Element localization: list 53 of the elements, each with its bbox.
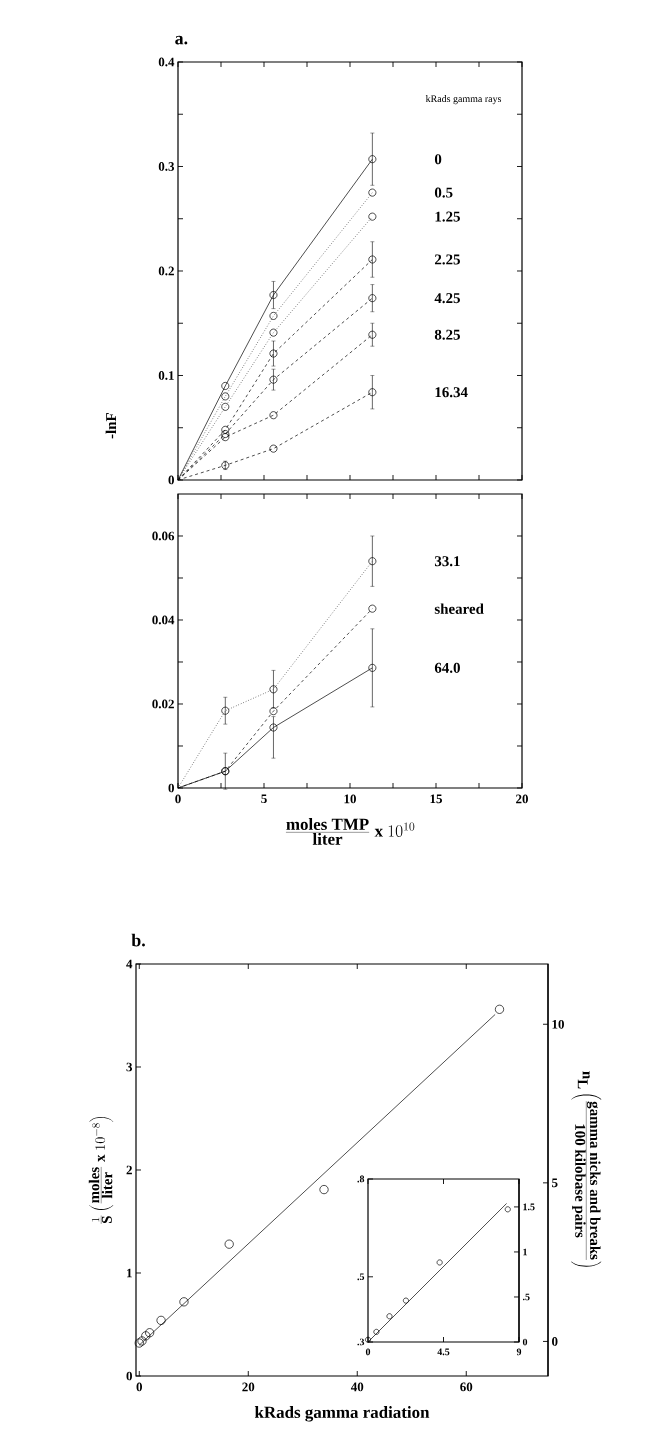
x-axis-title: $\frac{\mbox{moles TMP}}{\mbox{liter}}\ \mbox{x}\ 10^{10}$: [285, 818, 415, 845]
chart-title: b.: [131, 933, 145, 947]
y-tick-label: .5: [357, 1273, 365, 1281]
legend-title: kRads gamma rays: [425, 95, 502, 105]
y-tick-label: .3: [357, 1338, 365, 1346]
x-tick-label: 15: [430, 794, 442, 804]
y2-tick-label: 10: [552, 1019, 564, 1029]
x-tick-label: 0: [136, 1382, 143, 1392]
text: 8.25: [434, 329, 460, 340]
y2-axis-title: $\mbox{n}_{\mbox{L}}\left(\frac{\mbox{gamma nicks and breaks}}{\mbox{100 kilobase pairs}}\right)$: [571, 1071, 602, 1267]
y-axis-title: $\frac{1}{\mbox{S}}\left(\frac{\mbox{moles}}{\mbox{liter}}\ \mbox{x}\ 10^{-8}\right)$: [88, 1117, 114, 1224]
y2-tick-label: 0: [522, 1338, 528, 1346]
y2-tick-label: 5: [552, 1178, 558, 1188]
text: 0.5: [434, 187, 453, 198]
y-tick-label: 0.4: [158, 57, 175, 67]
x-tick-label: 40: [350, 1382, 364, 1392]
y-axis-title: -lnF: [105, 413, 116, 439]
x-tick-label: 20: [242, 1382, 255, 1392]
y-tick-label: 0.1: [158, 371, 174, 380]
text: 64.0: [434, 662, 460, 673]
x-tick-label: 5: [261, 794, 267, 804]
x-tick-label: 20: [516, 794, 528, 804]
y-tick-label: .8: [357, 1175, 365, 1183]
x-tick-label: 60: [460, 1382, 473, 1392]
text: 1.25: [435, 211, 460, 222]
chart-title: a.: [175, 35, 188, 45]
y-tick-label: 0: [126, 1371, 132, 1381]
x-tick-label: 10: [344, 794, 356, 804]
y-tick-label: 0: [168, 783, 174, 793]
y2-tick-label: 0: [552, 1337, 558, 1346]
y-tick-label: 0.04: [152, 615, 175, 625]
y-tick-label: 0.06: [152, 531, 175, 541]
y2-tick-label: 1.5: [523, 1203, 535, 1211]
y-tick-label: 4: [126, 959, 133, 969]
y2-tick-label: 1: [523, 1248, 527, 1256]
x-tick-label: 0: [365, 1348, 371, 1356]
x-axis-title: kRads gamma radiation: [254, 1406, 430, 1422]
y-tick-label: 1: [127, 1268, 132, 1278]
x-tick-label: 4.5: [437, 1348, 450, 1356]
text: 2.25: [434, 254, 460, 265]
text: 4.25: [434, 293, 460, 304]
text: sheared: [434, 603, 484, 614]
text: 0: [434, 154, 442, 165]
y-tick-label: 3: [126, 1062, 133, 1072]
text: 33.1: [434, 556, 460, 567]
y-tick-label: 0.2: [158, 266, 174, 276]
x-tick-label: 9: [516, 1348, 522, 1356]
y-tick-label: 0.3: [158, 162, 175, 171]
text: 16.34: [435, 387, 468, 398]
y-tick-label: 2: [126, 1165, 132, 1175]
y-tick-label: 0: [168, 475, 174, 485]
y-tick-label: 0.02: [152, 699, 174, 709]
y2-tick-label: .5: [522, 1293, 530, 1301]
